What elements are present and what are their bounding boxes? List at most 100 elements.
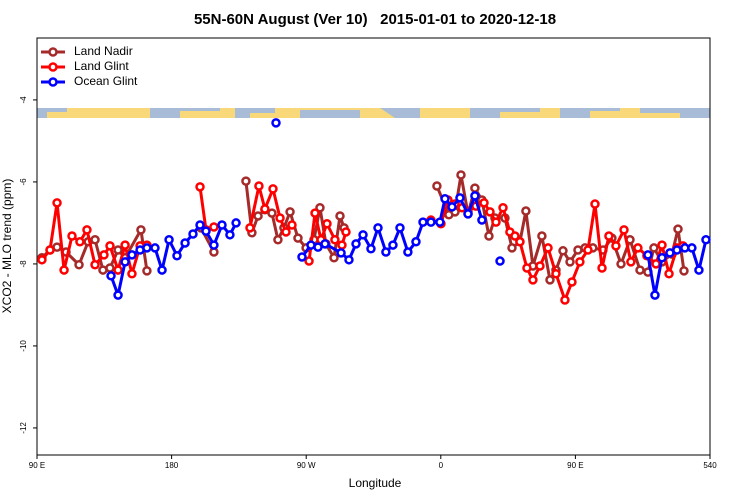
point	[113, 245, 123, 255]
point	[418, 217, 428, 227]
point	[74, 259, 84, 270]
y-tick-label: -4	[19, 96, 28, 104]
point	[583, 245, 593, 255]
point	[82, 225, 92, 235]
x-tick-label: 90 E	[29, 461, 45, 470]
point	[479, 198, 489, 208]
point	[315, 203, 325, 213]
point	[310, 208, 320, 218]
y-tick-label: -6	[19, 178, 28, 186]
point	[633, 243, 643, 253]
point	[366, 244, 376, 254]
point	[268, 184, 278, 194]
point	[551, 269, 561, 279]
point	[388, 240, 398, 250]
point	[590, 199, 600, 209]
point	[664, 269, 674, 279]
point	[597, 263, 607, 273]
x-axis-label: Longitude	[349, 476, 402, 490]
point	[313, 242, 323, 252]
point	[241, 176, 251, 186]
y-tick-label: -10	[19, 340, 28, 352]
point	[447, 202, 457, 212]
point	[341, 227, 351, 237]
point	[59, 265, 69, 275]
point	[507, 243, 517, 253]
point	[456, 170, 466, 180]
chart-title: 55N-60N August (Ver 10) 2015-01-01 to 20…	[194, 11, 556, 28]
point	[287, 220, 297, 230]
point	[304, 256, 314, 266]
point	[75, 237, 85, 247]
x-tick-label: 90 E	[567, 461, 583, 470]
point	[231, 218, 241, 228]
legend-marker	[48, 47, 58, 57]
point	[673, 224, 683, 234]
point	[657, 253, 667, 263]
x-tick-label: 540	[703, 461, 717, 470]
point	[694, 265, 704, 275]
point	[195, 220, 205, 230]
point	[201, 226, 211, 236]
point	[275, 213, 285, 223]
point	[180, 238, 190, 248]
point	[188, 229, 198, 239]
point	[495, 256, 505, 266]
point	[515, 237, 525, 247]
point	[127, 269, 137, 279]
point	[558, 246, 568, 256]
point	[127, 250, 137, 260]
point	[105, 241, 115, 251]
x-tick-label: 90 W	[297, 461, 316, 470]
point	[67, 231, 77, 241]
point	[626, 257, 636, 267]
point	[164, 234, 174, 245]
point	[90, 234, 100, 245]
point	[687, 243, 697, 253]
point	[485, 207, 495, 217]
plot-frame	[36, 37, 711, 456]
point	[635, 265, 645, 275]
point	[426, 217, 436, 227]
point	[344, 255, 354, 265]
point	[545, 275, 555, 285]
point	[351, 239, 361, 249]
point	[672, 245, 682, 255]
point	[403, 247, 413, 257]
point	[157, 265, 167, 275]
point	[273, 234, 283, 245]
point	[565, 257, 575, 267]
point	[105, 263, 115, 273]
legend-label: Ocean Glint	[74, 74, 138, 88]
point	[679, 266, 689, 276]
point	[217, 220, 227, 230]
legend-label: Land Glint	[74, 59, 129, 73]
point	[543, 243, 553, 253]
point	[136, 225, 146, 235]
point	[150, 243, 160, 253]
point	[297, 252, 307, 262]
point	[619, 225, 629, 235]
point	[113, 265, 123, 275]
point	[37, 255, 47, 265]
point	[649, 243, 659, 253]
point	[477, 215, 487, 225]
x-tick-label: 0	[439, 461, 444, 470]
point	[45, 245, 55, 255]
point	[320, 239, 330, 249]
point	[285, 207, 295, 217]
point	[616, 259, 626, 269]
y-tick-label: -8	[19, 260, 28, 268]
point	[604, 231, 614, 241]
point	[329, 253, 339, 263]
point	[281, 227, 291, 237]
point	[336, 248, 346, 258]
point	[172, 250, 182, 261]
point	[271, 118, 281, 128]
point	[373, 223, 383, 233]
point	[521, 206, 531, 216]
point	[142, 266, 152, 276]
point	[335, 211, 345, 221]
